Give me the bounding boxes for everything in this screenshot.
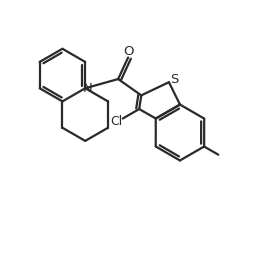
Text: S: S [170, 73, 178, 86]
Text: N: N [83, 82, 92, 95]
Text: Cl: Cl [110, 115, 122, 128]
Text: O: O [123, 45, 134, 58]
